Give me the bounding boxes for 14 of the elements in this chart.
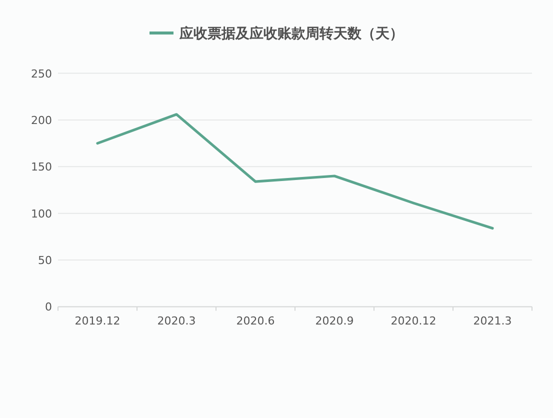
x-tick-label: 2020.6 [236, 314, 275, 328]
legend-label: 应收票据及应收账款周转天数（天） [178, 25, 404, 42]
y-tick-label: 50 [38, 254, 52, 268]
legend: 应收票据及应收账款周转天数（天） [150, 26, 404, 42]
y-tick-label: 250 [31, 67, 52, 80]
x-tick-label: 2020.3 [157, 314, 196, 328]
y-tick-label: 100 [31, 207, 52, 220]
x-tick-label: 2020.12 [390, 314, 436, 328]
y-tick-label: 150 [31, 160, 52, 174]
x-tick-label: 2020.9 [315, 314, 354, 328]
x-tick-label: 2021.3 [473, 314, 512, 328]
y-tick-label: 0 [45, 300, 52, 314]
y-tick-label: 200 [31, 114, 52, 127]
x-tick-label: 2019.12 [74, 314, 120, 328]
